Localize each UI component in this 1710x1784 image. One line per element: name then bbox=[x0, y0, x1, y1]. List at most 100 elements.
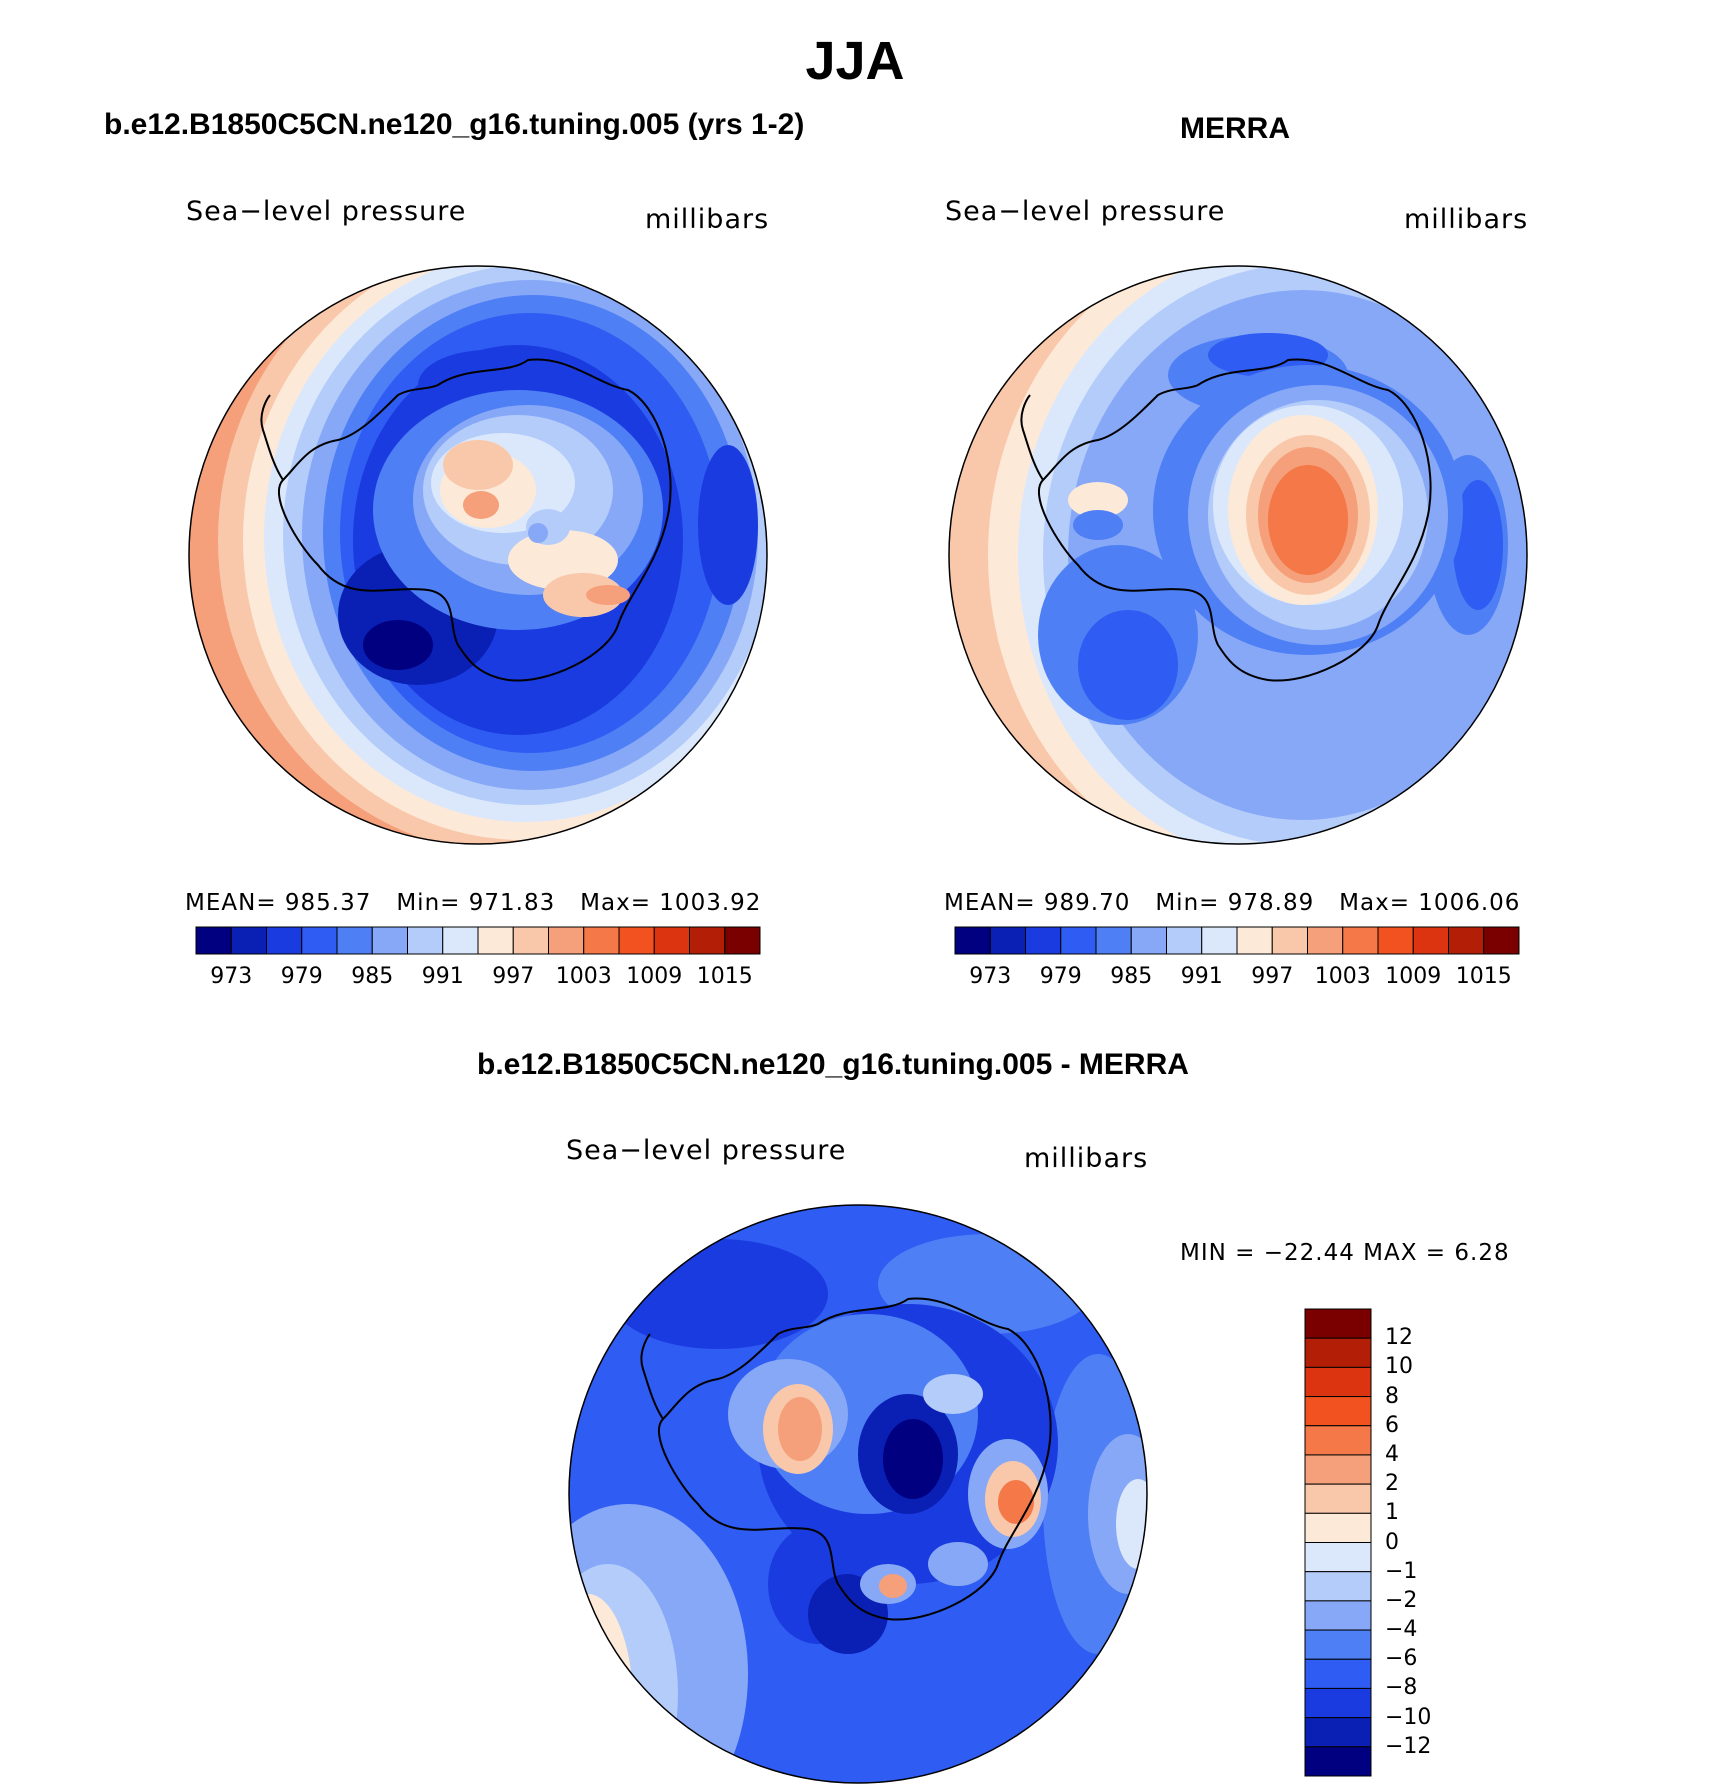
diff-units-label: millibars bbox=[1024, 1143, 1149, 1174]
diff-colorbar-tick-label: −8 bbox=[1385, 1675, 1418, 1701]
model-colorbar-swatch bbox=[301, 926, 338, 955]
diff-variable-label: Sea−level pressure bbox=[566, 1135, 847, 1166]
model-colorbar-tick-label: 985 bbox=[351, 964, 394, 989]
diff-colorbar-ticks: 12 10 8 6 4 2 1 0 −1 −2 −4 −6 −8 −10 −12 bbox=[1385, 1309, 1485, 1776]
model-colorbar-swatch bbox=[266, 926, 303, 955]
diff-colorbar-swatch bbox=[1304, 1600, 1372, 1631]
diff-colorbar-swatch bbox=[1304, 1483, 1372, 1514]
obs-colorbar-swatch bbox=[1166, 926, 1203, 955]
obs-colorbar-swatch bbox=[1307, 926, 1344, 955]
obs-min-value: 978.89 bbox=[1227, 890, 1315, 916]
diff-colorbar-swatch bbox=[1304, 1571, 1372, 1602]
obs-polar-map bbox=[948, 265, 1528, 845]
obs-colorbar-swatch bbox=[1448, 926, 1485, 955]
diff-colorbar-tick-label: 0 bbox=[1385, 1529, 1399, 1555]
diff-colorbar-swatch bbox=[1304, 1629, 1372, 1660]
diff-colorbar-tick-label: −4 bbox=[1385, 1617, 1418, 1643]
model-colorbar-swatch bbox=[371, 926, 408, 955]
model-colorbar-swatch bbox=[689, 926, 726, 955]
diff-colorbar-tick-label: 4 bbox=[1385, 1441, 1399, 1467]
diff-colorbar-swatch bbox=[1304, 1542, 1372, 1573]
obs-colorbar-swatch bbox=[1483, 926, 1520, 955]
obs-colorbar-swatch bbox=[1377, 926, 1414, 955]
model-colorbar-swatch bbox=[195, 926, 232, 955]
obs-colorbar-tick-label: 985 bbox=[1110, 964, 1153, 989]
model-colorbar-swatch bbox=[618, 926, 655, 955]
model-mean-value: 985.37 bbox=[284, 890, 372, 916]
obs-max-label: Max= bbox=[1339, 890, 1410, 916]
obs-colorbar-swatch bbox=[1130, 926, 1167, 955]
diff-colorbar-tick-label: 6 bbox=[1385, 1412, 1399, 1438]
model-colorbar bbox=[195, 926, 761, 955]
diff-colorbar-tick-label: −12 bbox=[1385, 1733, 1432, 1759]
diff-colorbar-swatch bbox=[1304, 1658, 1372, 1689]
diff-colorbar-tick-label: 1 bbox=[1385, 1500, 1399, 1526]
model-colorbar-swatch bbox=[477, 926, 514, 955]
model-colorbar-tick-label: 973 bbox=[210, 964, 253, 989]
diff-colorbar-tick-label: −10 bbox=[1385, 1704, 1432, 1730]
obs-min-label: Min= bbox=[1155, 890, 1220, 916]
obs-colorbar bbox=[954, 926, 1520, 955]
model-colorbar-tick-label: 991 bbox=[421, 964, 464, 989]
model-min-label: Min= bbox=[396, 890, 461, 916]
obs-colorbar-swatch bbox=[1412, 926, 1449, 955]
obs-colorbar-tick-label: 1003 bbox=[1314, 964, 1371, 989]
obs-units-label: millibars bbox=[1404, 204, 1529, 235]
diff-panel-title: b.e12.B1850C5CN.ne120_g16.tuning.005 - M… bbox=[477, 1048, 1189, 1081]
model-colorbar-swatch bbox=[442, 926, 479, 955]
obs-colorbar-swatch bbox=[954, 926, 991, 955]
obs-max-value: 1006.06 bbox=[1418, 890, 1521, 916]
obs-colorbar-swatch bbox=[1060, 926, 1097, 955]
model-colorbar-tick-label: 979 bbox=[280, 964, 323, 989]
obs-colorbar-tick-label: 1009 bbox=[1385, 964, 1442, 989]
obs-panel-title: MERRA bbox=[1180, 112, 1290, 145]
obs-colorbar-tick-label: 979 bbox=[1039, 964, 1082, 989]
model-colorbar-tick-label: 1015 bbox=[696, 964, 753, 989]
model-colorbar-swatch bbox=[548, 926, 585, 955]
model-colorbar-swatch bbox=[724, 926, 761, 955]
model-mean-label: MEAN= bbox=[185, 890, 277, 916]
model-colorbar-ticks: 973 979 985 991 997 1003 1009 1015 bbox=[196, 964, 760, 994]
diff-colorbar-swatch bbox=[1304, 1337, 1372, 1368]
diff-minmax-label: MIN = −22.44 MAX = 6.28 bbox=[1180, 1240, 1510, 1266]
model-max-label: Max= bbox=[580, 890, 651, 916]
diff-colorbar-tick-label: 10 bbox=[1385, 1354, 1413, 1380]
model-polar-map bbox=[188, 265, 768, 845]
obs-colorbar-swatch bbox=[1236, 926, 1273, 955]
figure-title: JJA bbox=[805, 31, 905, 91]
model-colorbar-swatch bbox=[230, 926, 267, 955]
diff-colorbar-tick-label: −6 bbox=[1385, 1646, 1418, 1672]
model-stats: MEAN= 985.37 Min= 971.83 Max= 1003.92 bbox=[185, 890, 761, 916]
diff-colorbar-tick-label: −2 bbox=[1385, 1587, 1418, 1613]
obs-colorbar-tick-label: 991 bbox=[1180, 964, 1223, 989]
diff-colorbar-swatch bbox=[1304, 1746, 1372, 1777]
diff-colorbar-tick-label: 8 bbox=[1385, 1383, 1399, 1409]
diff-colorbar-swatch bbox=[1304, 1396, 1372, 1427]
diff-colorbar-swatch bbox=[1304, 1512, 1372, 1543]
diff-colorbar-swatch bbox=[1304, 1687, 1372, 1719]
model-colorbar-swatch bbox=[407, 926, 444, 955]
diff-colorbar-swatch bbox=[1304, 1366, 1372, 1398]
model-colorbar-swatch bbox=[583, 926, 620, 955]
diff-colorbar-tick-label: −1 bbox=[1385, 1558, 1418, 1584]
obs-variable-label: Sea−level pressure bbox=[945, 196, 1226, 227]
model-panel-title: b.e12.B1850C5CN.ne120_g16.tuning.005 (yr… bbox=[104, 108, 805, 141]
diff-colorbar-swatch bbox=[1304, 1425, 1372, 1456]
obs-colorbar-ticks: 973 979 985 991 997 1003 1009 1015 bbox=[955, 964, 1519, 994]
model-colorbar-tick-label: 1003 bbox=[555, 964, 612, 989]
obs-colorbar-tick-label: 1015 bbox=[1455, 964, 1512, 989]
obs-mean-label: MEAN= bbox=[944, 890, 1036, 916]
obs-colorbar-swatch bbox=[1342, 926, 1379, 955]
obs-colorbar-tick-label: 997 bbox=[1251, 964, 1294, 989]
obs-colorbar-swatch bbox=[1025, 926, 1062, 955]
obs-colorbar-tick-label: 973 bbox=[969, 964, 1012, 989]
diff-colorbar bbox=[1304, 1308, 1372, 1777]
diff-colorbar-tick-label: 12 bbox=[1385, 1325, 1413, 1351]
diff-colorbar-swatch bbox=[1304, 1454, 1372, 1485]
obs-colorbar-swatch bbox=[989, 926, 1026, 955]
model-colorbar-swatch bbox=[653, 926, 690, 955]
model-min-value: 971.83 bbox=[468, 890, 556, 916]
obs-colorbar-swatch bbox=[1095, 926, 1132, 955]
model-units-label: millibars bbox=[645, 204, 770, 235]
diff-colorbar-swatch bbox=[1304, 1717, 1372, 1748]
